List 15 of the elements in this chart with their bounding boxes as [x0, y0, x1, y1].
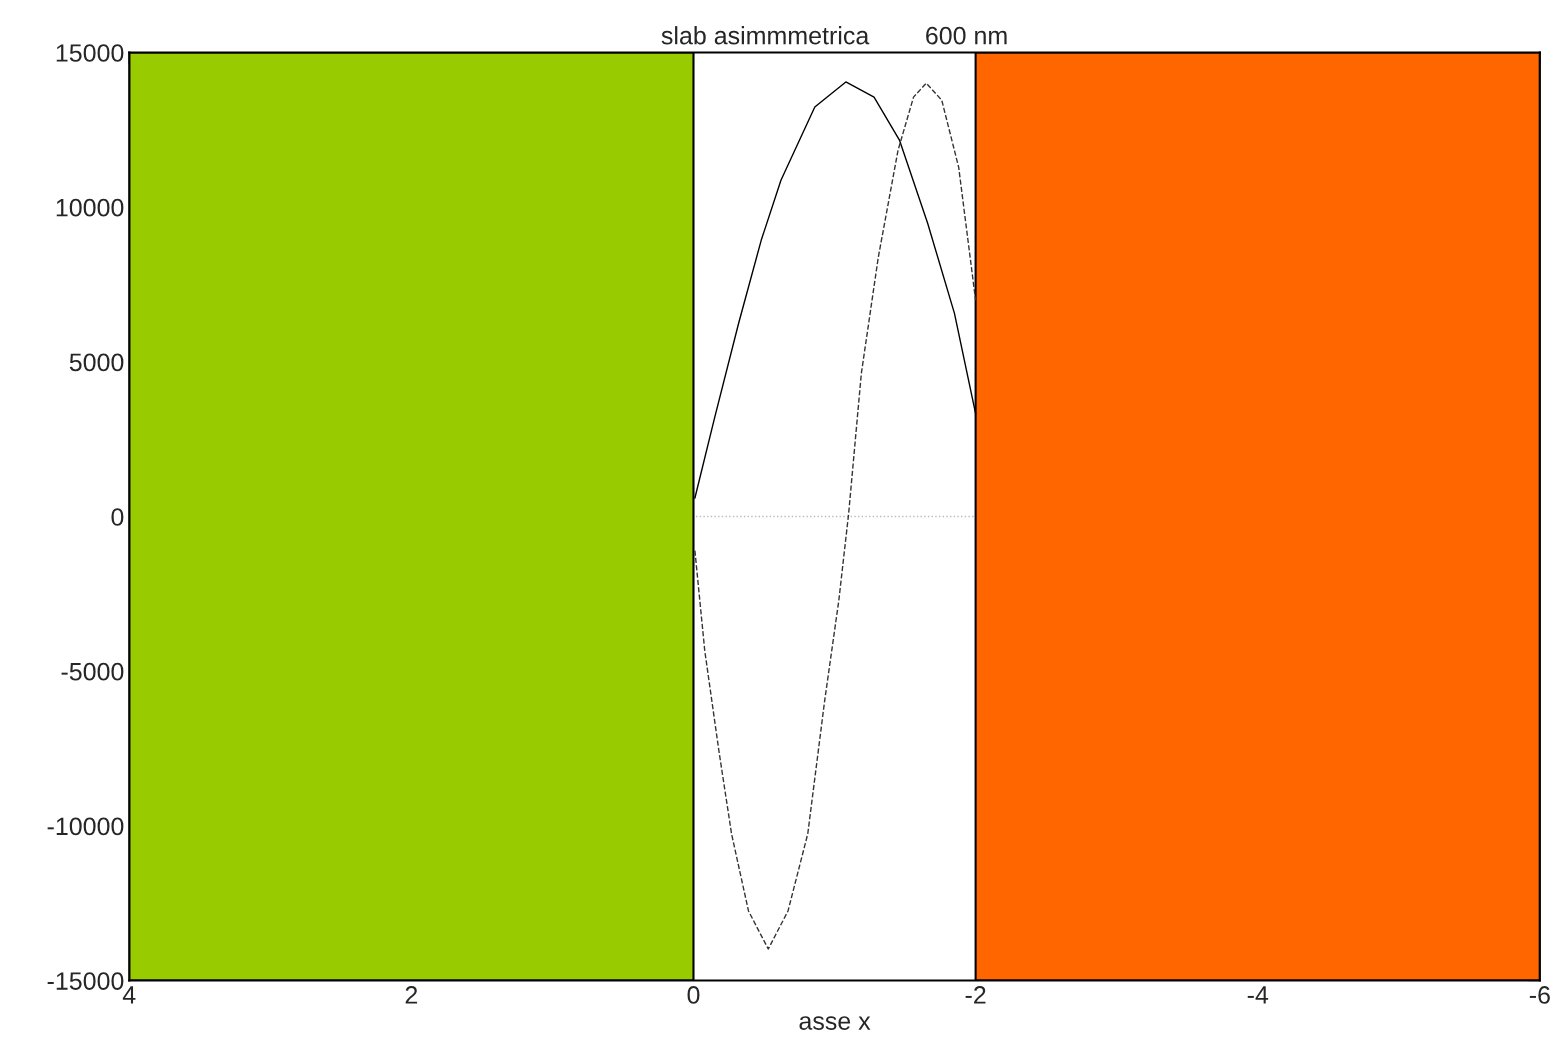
x-tick-label: -4 [1247, 986, 1269, 1004]
y-tick-label: 15000 [56, 44, 124, 62]
y-tick-label: -10000 [47, 817, 124, 836]
y-tick-label: -15000 [47, 972, 124, 990]
x-tick-label: -2 [965, 986, 986, 1004]
y-tick-label: 0 [111, 508, 124, 526]
y-tick-label: 5000 [69, 353, 124, 372]
y-tick-label: -5000 [61, 662, 124, 681]
x-tick-label: -6 [1529, 986, 1550, 1004]
x-tick-label: 4 [122, 986, 136, 1004]
chart-title: slab asimmmetrica 600 nm [661, 26, 1007, 45]
x-tick-label: 0 [687, 986, 700, 1004]
x-axis-title: asse x [799, 1016, 871, 1030]
y-tick-label: 10000 [56, 198, 124, 217]
x-tick-label: 2 [405, 986, 418, 1004]
